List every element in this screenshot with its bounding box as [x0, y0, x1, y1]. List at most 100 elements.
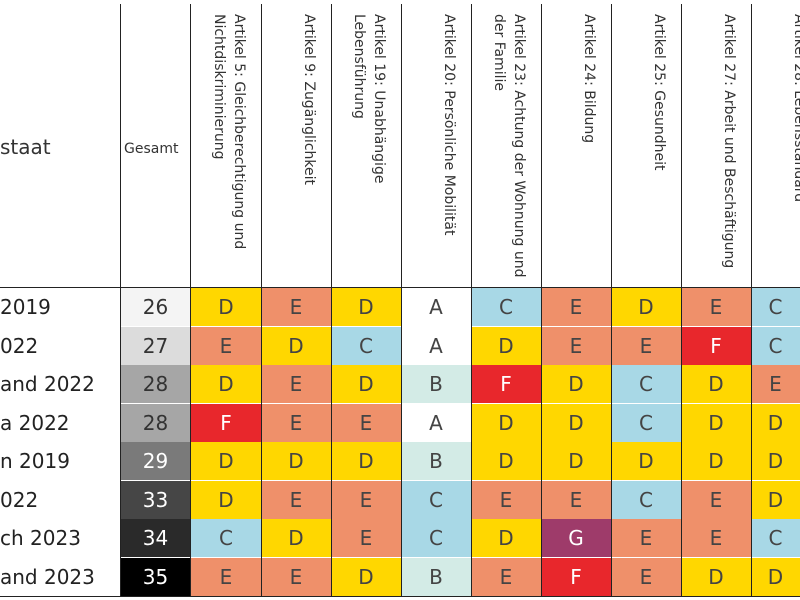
grade-cell: D — [191, 480, 261, 519]
article-header: Artikel 23: Achtung der Wohnung und der … — [471, 4, 541, 286]
row-state-label: and 2022 — [0, 372, 95, 396]
grade-cell: E — [681, 480, 751, 519]
grade-cell: D — [541, 403, 611, 442]
grade-cell: D — [191, 288, 261, 326]
article-header-label: Artikel 23: Achtung der Wohnung und der … — [491, 14, 527, 278]
article-header: Artikel 27: Arbeit und Beschäftigung — [681, 4, 751, 286]
column-divider — [611, 4, 612, 596]
grade-cell: D — [541, 365, 611, 403]
grade-cell: D — [541, 442, 611, 480]
row-state-label: a 2022 — [0, 410, 70, 435]
grade-cell: E — [331, 480, 401, 519]
grade-cell: E — [331, 519, 401, 557]
total-score-cell: 28 — [121, 365, 190, 403]
grade-cell: E — [331, 403, 401, 442]
column-divider — [681, 4, 682, 596]
grade-cell: C — [611, 365, 681, 403]
grade-cell: D — [611, 442, 681, 480]
grade-cell: D — [681, 442, 751, 480]
grade-cell: E — [261, 480, 331, 519]
row-state-label: ch 2023 — [0, 526, 81, 550]
grade-cell: E — [611, 326, 681, 365]
grade-cell: D — [751, 442, 800, 480]
article-header-label: Artikel 28: Lebensstandard — [791, 14, 800, 203]
grade-cell: E — [471, 557, 541, 596]
column-divider — [331, 4, 332, 596]
grade-cell: D — [331, 442, 401, 480]
grade-cell: D — [681, 557, 751, 596]
grade-cell: D — [681, 365, 751, 403]
grade-cell: G — [541, 519, 611, 557]
grade-cell: E — [191, 557, 261, 596]
grade-cell: E — [681, 288, 751, 326]
article-header-label: Artikel 25: Gesundheit — [651, 14, 667, 171]
grade-cell: B — [401, 365, 471, 403]
column-divider — [471, 4, 472, 596]
grade-cell: C — [751, 326, 800, 365]
grade-cell: D — [331, 365, 401, 403]
total-score-cell: 27 — [121, 326, 190, 365]
grade-cell: C — [471, 288, 541, 326]
header-state: staat — [0, 135, 51, 159]
grade-cell: D — [191, 442, 261, 480]
total-score-cell: 35 — [121, 557, 190, 596]
column-divider — [261, 4, 262, 596]
grade-cell: A — [401, 403, 471, 442]
grade-cell: D — [611, 288, 681, 326]
total-score-cell: 33 — [121, 480, 190, 519]
article-header: Artikel 25: Gesundheit — [611, 4, 681, 286]
column-divider — [401, 4, 402, 596]
grade-cell: E — [751, 365, 800, 403]
article-header-label: Artikel 20: Persönliche Mobilität — [441, 14, 457, 236]
grade-cell: A — [401, 288, 471, 326]
total-score-cell: 29 — [121, 442, 190, 480]
grade-cell: F — [191, 403, 261, 442]
grade-cell: C — [401, 480, 471, 519]
article-header-label: Artikel 5: Gleichberechtigung und Nichtd… — [211, 14, 247, 250]
article-header: Artikel 28: Lebensstandard — [751, 4, 800, 286]
grade-cell: B — [401, 557, 471, 596]
article-header-label: Artikel 19: Unabhängige Lebensführung — [351, 14, 387, 184]
grade-cell: D — [681, 403, 751, 442]
article-header: Artikel 24: Bildung — [541, 4, 611, 286]
grade-cell: F — [541, 557, 611, 596]
grade-cell: C — [191, 519, 261, 557]
grade-cell: F — [681, 326, 751, 365]
row-state-label: 2019 — [0, 295, 51, 319]
grade-cell: F — [471, 365, 541, 403]
grade-cell: D — [751, 480, 800, 519]
article-header: Artikel 5: Gleichberechtigung und Nichtd… — [191, 4, 261, 286]
grade-cell: E — [261, 557, 331, 596]
total-score-cell: 26 — [121, 288, 190, 326]
grade-cell: E — [681, 519, 751, 557]
grade-cell: E — [611, 519, 681, 557]
row-state-label: and 2023 — [0, 564, 95, 589]
grade-cell: D — [261, 442, 331, 480]
grade-cell: D — [751, 403, 800, 442]
grade-cell: B — [401, 442, 471, 480]
grade-cell: D — [331, 288, 401, 326]
grade-cell: D — [471, 519, 541, 557]
article-header-label: Artikel 27: Arbeit und Beschäftigung — [721, 14, 737, 269]
article-header: Artikel 20: Persönliche Mobilität — [401, 4, 471, 286]
column-divider — [120, 4, 121, 596]
total-score-cell: 34 — [121, 519, 190, 557]
column-divider — [751, 4, 752, 596]
article-header: Artikel 19: Unabhängige Lebensführung — [331, 4, 401, 286]
total-score-cell: 28 — [121, 403, 190, 442]
grade-cell: C — [611, 403, 681, 442]
grade-cell: D — [751, 557, 800, 596]
grade-cell: C — [331, 326, 401, 365]
grade-cell: D — [471, 326, 541, 365]
header-divider — [0, 287, 800, 288]
grade-cell: D — [331, 557, 401, 596]
column-divider — [190, 4, 191, 596]
header-total: Gesamt — [124, 141, 179, 157]
grade-cell: C — [611, 480, 681, 519]
grade-cell: C — [401, 519, 471, 557]
grade-cell: E — [541, 288, 611, 326]
grade-cell: E — [191, 326, 261, 365]
grade-cell: E — [261, 288, 331, 326]
grade-cell: E — [471, 480, 541, 519]
